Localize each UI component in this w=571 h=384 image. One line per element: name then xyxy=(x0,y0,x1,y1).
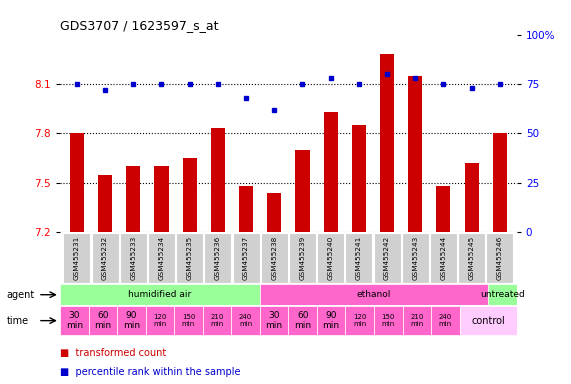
Bar xyxy=(126,166,140,232)
Text: 210
min: 210 min xyxy=(410,314,424,327)
Bar xyxy=(317,233,344,283)
Bar xyxy=(174,306,203,335)
Bar xyxy=(317,306,345,335)
Text: 120
min: 120 min xyxy=(353,314,367,327)
Bar xyxy=(289,233,316,283)
Bar xyxy=(430,233,457,283)
Bar xyxy=(380,55,394,232)
Bar xyxy=(211,129,225,232)
Bar xyxy=(148,233,175,283)
Text: control: control xyxy=(471,316,505,326)
Bar xyxy=(239,186,253,232)
Text: GSM455239: GSM455239 xyxy=(299,236,305,280)
Text: GSM455238: GSM455238 xyxy=(271,236,278,280)
Bar xyxy=(436,186,451,232)
Text: GSM455244: GSM455244 xyxy=(440,236,447,280)
Text: 120
min: 120 min xyxy=(153,314,167,327)
Bar xyxy=(117,306,146,335)
Text: humidified air: humidified air xyxy=(128,290,191,299)
Bar xyxy=(260,284,488,305)
Bar xyxy=(408,76,423,232)
Bar xyxy=(374,306,403,335)
Bar xyxy=(183,158,197,232)
Bar xyxy=(154,166,168,232)
Bar xyxy=(231,306,260,335)
Bar xyxy=(60,284,260,305)
Bar xyxy=(89,306,117,335)
Text: 30
min: 30 min xyxy=(266,311,283,330)
Text: untreated: untreated xyxy=(480,290,525,299)
Text: GSM455245: GSM455245 xyxy=(469,236,475,280)
Text: 240
min: 240 min xyxy=(439,314,452,327)
Text: GSM455235: GSM455235 xyxy=(187,236,192,280)
Bar xyxy=(120,233,147,283)
Text: ■  transformed count: ■ transformed count xyxy=(60,348,166,358)
Bar xyxy=(203,306,231,335)
Bar xyxy=(465,163,478,232)
Text: GSM455231: GSM455231 xyxy=(74,236,80,280)
Bar xyxy=(493,134,507,232)
Text: ethanol: ethanol xyxy=(357,290,391,299)
Text: GDS3707 / 1623597_s_at: GDS3707 / 1623597_s_at xyxy=(60,19,219,32)
Bar xyxy=(486,233,513,283)
Bar xyxy=(402,233,429,283)
Bar xyxy=(98,175,112,232)
Bar xyxy=(176,233,203,283)
Bar xyxy=(458,233,485,283)
Bar xyxy=(460,306,517,335)
Bar xyxy=(267,193,282,232)
Text: 30
min: 30 min xyxy=(66,311,83,330)
Text: 90
min: 90 min xyxy=(323,311,340,330)
Text: GSM455242: GSM455242 xyxy=(384,236,390,280)
Bar xyxy=(70,134,84,232)
Text: GSM455234: GSM455234 xyxy=(159,236,164,280)
Bar xyxy=(488,284,517,305)
Text: 60
min: 60 min xyxy=(94,311,111,330)
Text: ■  percentile rank within the sample: ■ percentile rank within the sample xyxy=(60,367,240,377)
Bar xyxy=(345,233,372,283)
Bar xyxy=(232,233,260,283)
Text: 240
min: 240 min xyxy=(239,314,252,327)
Text: 150
min: 150 min xyxy=(381,314,395,327)
Text: GSM455237: GSM455237 xyxy=(243,236,249,280)
Bar xyxy=(324,112,337,232)
Text: GSM455233: GSM455233 xyxy=(130,236,136,280)
Bar xyxy=(373,233,401,283)
Text: GSM455240: GSM455240 xyxy=(328,236,333,280)
Text: time: time xyxy=(7,316,29,326)
Bar xyxy=(403,306,431,335)
Bar xyxy=(352,125,366,232)
Bar xyxy=(288,306,317,335)
Text: GSM455236: GSM455236 xyxy=(215,236,221,280)
Bar xyxy=(260,306,288,335)
Text: GSM455232: GSM455232 xyxy=(102,236,108,280)
Bar xyxy=(295,150,309,232)
Bar xyxy=(63,233,90,283)
Text: 150
min: 150 min xyxy=(182,314,195,327)
Bar xyxy=(146,306,174,335)
Text: GSM455241: GSM455241 xyxy=(356,236,362,280)
Text: 210
min: 210 min xyxy=(210,314,224,327)
Text: GSM455243: GSM455243 xyxy=(412,236,418,280)
Text: GSM455246: GSM455246 xyxy=(497,236,503,280)
Bar xyxy=(204,233,231,283)
Text: 90
min: 90 min xyxy=(123,311,140,330)
Bar xyxy=(261,233,288,283)
Bar xyxy=(91,233,119,283)
Text: agent: agent xyxy=(7,290,35,300)
Bar xyxy=(60,306,89,335)
Bar xyxy=(345,306,374,335)
Bar xyxy=(431,306,460,335)
Text: 60
min: 60 min xyxy=(294,311,311,330)
